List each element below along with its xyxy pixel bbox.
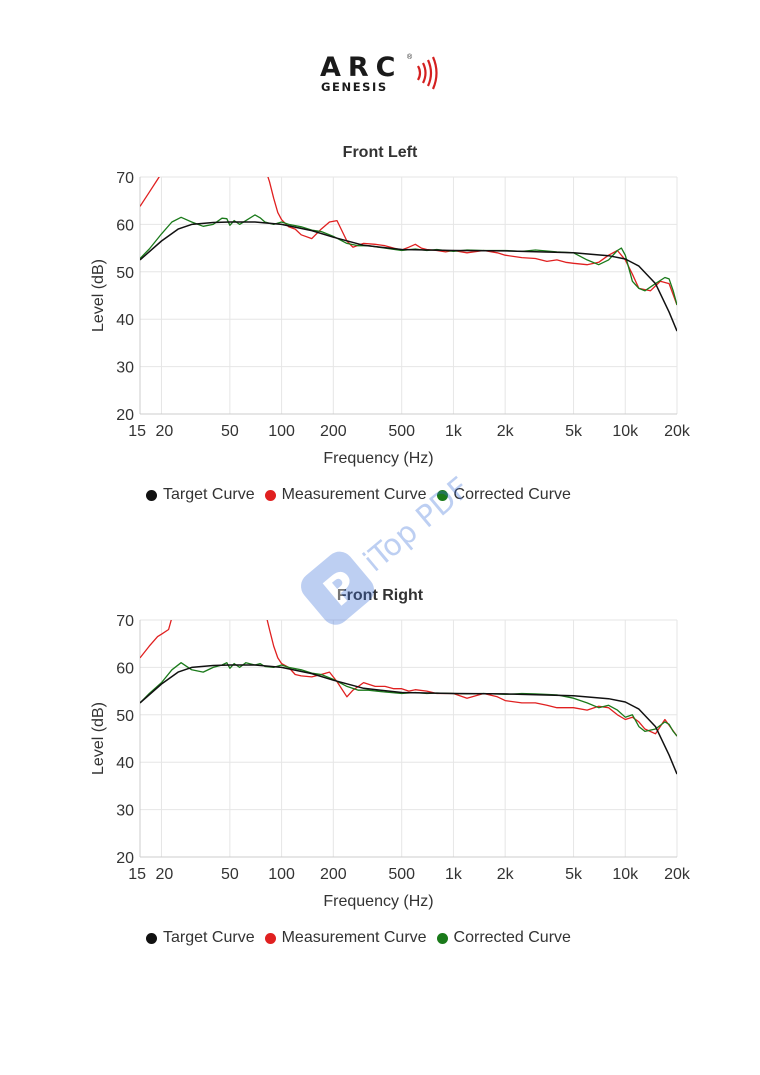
x-tick-label: 200: [320, 866, 347, 883]
y-tick-label: 60: [116, 660, 134, 677]
corrected-curve-line: [140, 662, 677, 737]
x-tick-label: 15: [128, 866, 146, 883]
x-axis-label: Frequency (Hz): [323, 450, 433, 467]
logo-subtitle: GENESIS: [321, 80, 388, 94]
x-tick-label: 20k: [664, 423, 691, 440]
y-tick-label: 60: [116, 217, 134, 234]
y-tick-label: 70: [116, 170, 134, 187]
front-left-chart: Front Left 20 30 40 50 60 70 15 20 50 100 200 500 1k…: [0, 140, 760, 530]
y-tick-label: 30: [116, 803, 134, 820]
legend-item-measurement[interactable]: Measurement Curve: [264, 486, 427, 504]
y-tick-label: 70: [116, 613, 134, 630]
y-tick-label: 40: [116, 755, 134, 772]
x-tick-label: 15: [128, 423, 146, 440]
chart-legend: Target Curve Measurement Curve Corrected…: [146, 929, 571, 947]
legend-dot-icon: [436, 932, 448, 944]
y-tick-label: 40: [116, 312, 134, 329]
legend-item-corrected[interactable]: Corrected Curve: [436, 929, 571, 947]
legend-label: Corrected Curve: [453, 929, 571, 946]
x-tick-label: 50: [221, 423, 239, 440]
logo-word: ARC: [320, 52, 403, 83]
legend-label: Measurement Curve: [281, 929, 427, 946]
front-right-chart: Front Right 20 30 40 50 60 70 15 20 50 100 200 500 1…: [0, 583, 760, 973]
x-tick-label: 10k: [612, 866, 639, 883]
x-tick-label: 500: [388, 423, 415, 440]
legend-item-target[interactable]: Target Curve: [146, 486, 255, 504]
x-tick-label: 20: [155, 423, 173, 440]
target-curve-line: [140, 221, 677, 332]
x-tick-label: 200: [320, 423, 347, 440]
legend-item-corrected[interactable]: Corrected Curve: [436, 486, 571, 504]
x-tick-label: 20: [155, 866, 173, 883]
y-tick-label: 30: [116, 360, 134, 377]
chart-title: Front Left: [342, 144, 418, 161]
y-tick-label: 50: [116, 265, 134, 282]
legend-item-measurement[interactable]: Measurement Curve: [264, 929, 427, 947]
legend-dot-icon: [146, 489, 157, 501]
x-tick-label: 1k: [445, 866, 463, 883]
x-tick-label: 20k: [664, 866, 691, 883]
chart-title: Front Right: [336, 587, 424, 604]
legend-label: Measurement Curve: [281, 486, 427, 503]
legend-label: Corrected Curve: [453, 486, 571, 503]
x-axis-label: Frequency (Hz): [323, 893, 433, 910]
measurement-curve-line: [140, 177, 677, 306]
x-tick-label: 2k: [497, 866, 515, 883]
legend-dot-icon: [264, 489, 276, 501]
legend-dot-icon: [146, 932, 157, 944]
logo-registered-mark: ®: [407, 54, 413, 61]
x-tick-label: 1k: [445, 423, 463, 440]
target-curve-line: [140, 664, 677, 775]
legend-label: Target Curve: [163, 929, 255, 946]
legend-dot-icon: [264, 932, 276, 944]
x-tick-label: 100: [268, 866, 295, 883]
x-tick-label: 5k: [565, 423, 583, 440]
legend-dot-icon: [436, 489, 448, 501]
x-tick-label: 500: [388, 866, 415, 883]
y-axis-label: Level (dB): [90, 702, 107, 775]
y-axis-label: Level (dB): [90, 259, 107, 332]
corrected-curve-line: [140, 214, 677, 306]
x-tick-label: 2k: [497, 423, 515, 440]
y-tick-label: 20: [116, 850, 134, 867]
chart-legend: Target Curve Measurement Curve Corrected…: [146, 486, 571, 504]
legend-label: Target Curve: [163, 486, 255, 503]
x-tick-label: 5k: [565, 866, 583, 883]
measurement-curve-line: [140, 620, 677, 737]
sound-waves-icon: [417, 56, 438, 90]
arc-genesis-logo: ARC ® GENESIS: [318, 52, 448, 96]
y-tick-label: 50: [116, 708, 134, 725]
y-tick-label: 20: [116, 407, 134, 424]
x-tick-label: 100: [268, 423, 295, 440]
legend-item-target[interactable]: Target Curve: [146, 929, 255, 947]
x-tick-label: 50: [221, 866, 239, 883]
x-tick-label: 10k: [612, 423, 639, 440]
